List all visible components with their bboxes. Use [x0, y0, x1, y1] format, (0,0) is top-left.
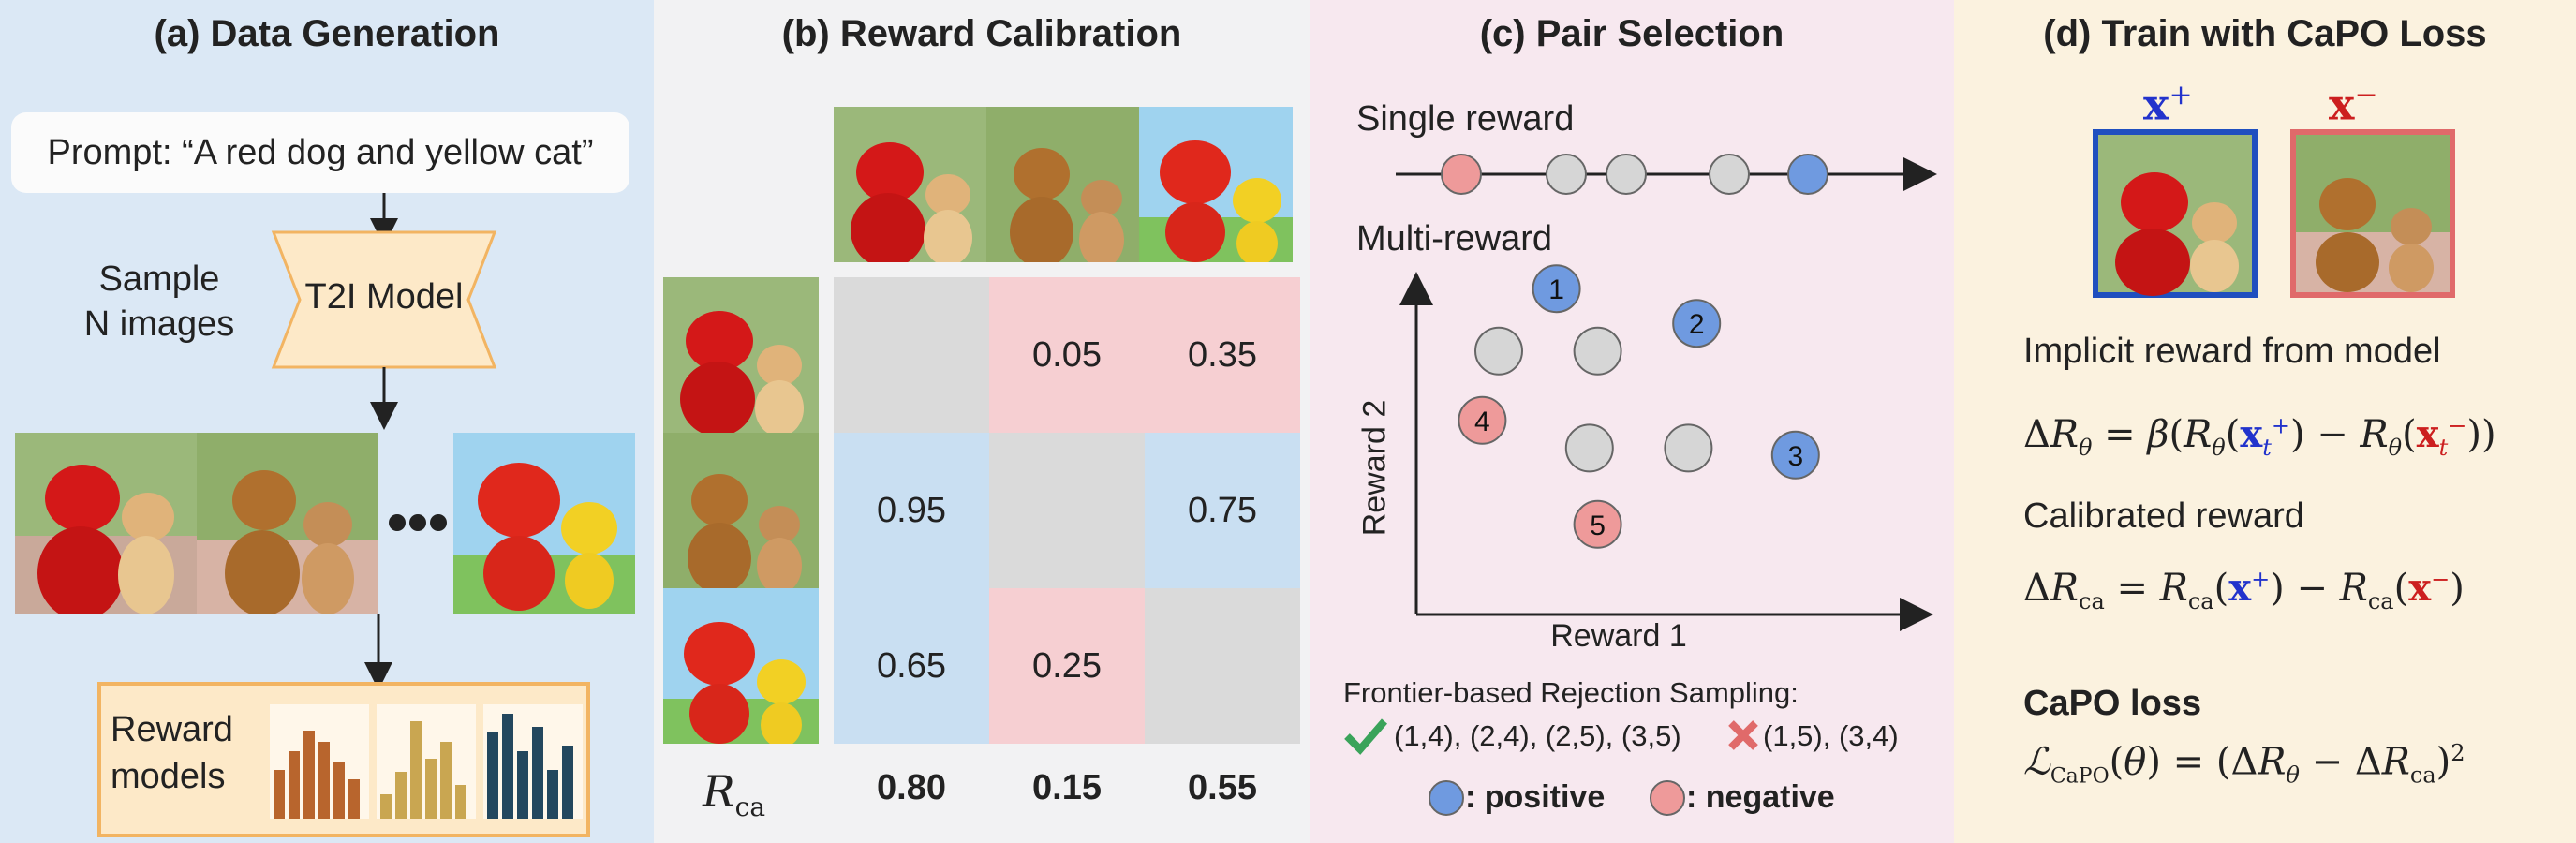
calibrated-reward-formula: ΔRca = Rca(x+) − Rca(x−): [2023, 566, 2465, 614]
panel-a-title: (a) Data Generation: [154, 13, 500, 54]
r-ca-value: 0.80: [877, 768, 946, 807]
single-reward-point-positive: [1787, 154, 1828, 195]
image-red-dog-cat: [15, 433, 197, 614]
x-plus-symbol: x: [2143, 79, 2169, 130]
multi-reward-label: Multi-reward: [1356, 219, 1553, 259]
scatter-point-neutral: [1664, 423, 1713, 473]
image-brown-dog-cat: [197, 433, 378, 614]
matrix-cell: [834, 277, 989, 433]
pair-selection-plots: 1 2 3 4 5: [1344, 154, 1937, 816]
panel-train-capo: (d) Train with CaPO Loss x+ x− Implicit …: [1954, 0, 2576, 843]
ellipsis-dot: [430, 514, 447, 531]
sample-n-images-label: Sample N images: [66, 257, 253, 347]
matrix-cell: 0.95: [834, 433, 989, 588]
legend-positive-dot: [1429, 780, 1464, 816]
single-reward-point: [1546, 154, 1587, 195]
capo-loss-title: CaPO loss: [2023, 684, 2202, 723]
x-minus-symbol: x: [2329, 79, 2355, 130]
ellipsis-dot: [389, 514, 406, 531]
panel-a-arrows: [271, 193, 497, 690]
scatter-point-neutral: [1573, 326, 1622, 376]
single-reward-point: [1709, 154, 1750, 195]
single-reward-point-negative: [1441, 154, 1482, 195]
panel-d-title: (d) Train with CaPO Loss: [2043, 13, 2487, 54]
matrix-cell: 0.65: [834, 588, 989, 744]
calibrated-reward-label: Calibrated reward: [2023, 496, 2304, 536]
legend-negative-dot: [1650, 780, 1685, 816]
implicit-reward-formula: ΔRθ = β(Rθ(xt+) − Rθ(xt−)): [2023, 412, 2496, 461]
scatter-point-label: 5: [1590, 510, 1606, 541]
matrix-cell: [1145, 588, 1300, 744]
scatter-point-neutral: [1474, 326, 1523, 376]
scatter-point-label: 3: [1787, 441, 1803, 472]
generated-image-cartoon: [453, 433, 635, 614]
x-minus-label: x−: [2329, 79, 2378, 129]
legend-positive-label: : positive: [1465, 779, 1606, 815]
panel-reward-calibration: (b) Reward Calibration 0.05 0.35 0.95 0.…: [654, 0, 1310, 843]
scatter-point-negative: [1573, 499, 1622, 549]
r-ca-label: Rca: [703, 766, 765, 822]
t2i-model-shape: [271, 230, 497, 369]
prompt-box: Prompt: “A red dog and yellow cat”: [11, 112, 629, 193]
generated-image-red-dog: [15, 433, 197, 614]
x-plus-label: x+: [2143, 79, 2193, 129]
reward-models-box: Reward models: [97, 682, 590, 837]
panel-data-generation: (a) Data Generation Prompt: “A red dog a…: [0, 0, 654, 843]
reward-bar-charts: [270, 704, 583, 819]
panel-pair-selection: (c) Pair Selection Single reward Multi-r…: [1310, 0, 1954, 843]
r-subscript: ca: [734, 791, 766, 823]
x-axis-label: Reward 1: [1550, 618, 1687, 654]
scatter-point-neutral: [1564, 423, 1614, 473]
scatter-point-positive: [1532, 264, 1581, 314]
matrix-cell: [989, 433, 1145, 588]
scatter-point-label: 1: [1548, 274, 1564, 305]
r-ca-value: 0.15: [1032, 768, 1102, 807]
rejection-sampling-title: Frontier-based Rejection Sampling:: [1343, 676, 1799, 709]
accepted-pairs: (1,4), (2,4), (2,5), (3,5): [1394, 719, 1681, 752]
scatter-point-label: 2: [1689, 309, 1705, 340]
panel-b-title: (b) Reward Calibration: [781, 13, 1182, 54]
single-reward-point: [1606, 154, 1647, 195]
sample-line-1: Sample: [98, 259, 220, 299]
scatter-point-label: 4: [1474, 407, 1490, 437]
reward-models-label: Reward models: [111, 706, 233, 800]
legend-negative-label: : negative: [1686, 779, 1835, 815]
capo-loss-formula: ℒCaPO(θ) = (ΔRθ − ΔRca)2: [2023, 740, 2465, 789]
single-reward-label: Single reward: [1356, 99, 1575, 139]
generated-image-brown-dog: [197, 433, 378, 614]
implicit-reward-label: Implicit reward from model: [2023, 332, 2441, 371]
preference-pair-images: [2093, 129, 2455, 298]
check-icon: [1344, 718, 1388, 755]
scatter-points: 1 2 3 4 5: [1458, 264, 1820, 549]
scatter-point-positive: [1672, 299, 1722, 348]
image-cartoon-dog-cat: [453, 433, 635, 614]
reward-line-1: Reward: [111, 710, 233, 749]
reward-line-2: models: [111, 757, 226, 796]
y-axis-label: Reward 2: [1356, 399, 1393, 537]
x-minus-sup: −: [2354, 79, 2378, 111]
matrix-cell: 0.05: [989, 277, 1145, 433]
r-ca-value: 0.55: [1188, 768, 1257, 807]
matrix-cell: 0.35: [1145, 277, 1300, 433]
x-plus-sup: +: [2169, 79, 2193, 111]
r-symbol: R: [703, 766, 735, 817]
cross-icon: [1728, 720, 1758, 750]
top-image-row: [834, 107, 1293, 262]
t2i-model-label: T2I Model: [304, 277, 464, 317]
ellipsis-dot: [409, 514, 426, 531]
scatter-point-negative: [1458, 395, 1507, 445]
rejected-pairs: (1,5), (3,4): [1763, 719, 1899, 752]
matrix-cell: 0.75: [1145, 433, 1300, 588]
left-image-column: [663, 277, 819, 744]
panel-c-title: (c) Pair Selection: [1479, 13, 1784, 54]
matrix-cell: 0.25: [989, 588, 1145, 744]
scatter-point-positive: [1770, 430, 1820, 480]
sample-line-2: N images: [83, 304, 235, 344]
